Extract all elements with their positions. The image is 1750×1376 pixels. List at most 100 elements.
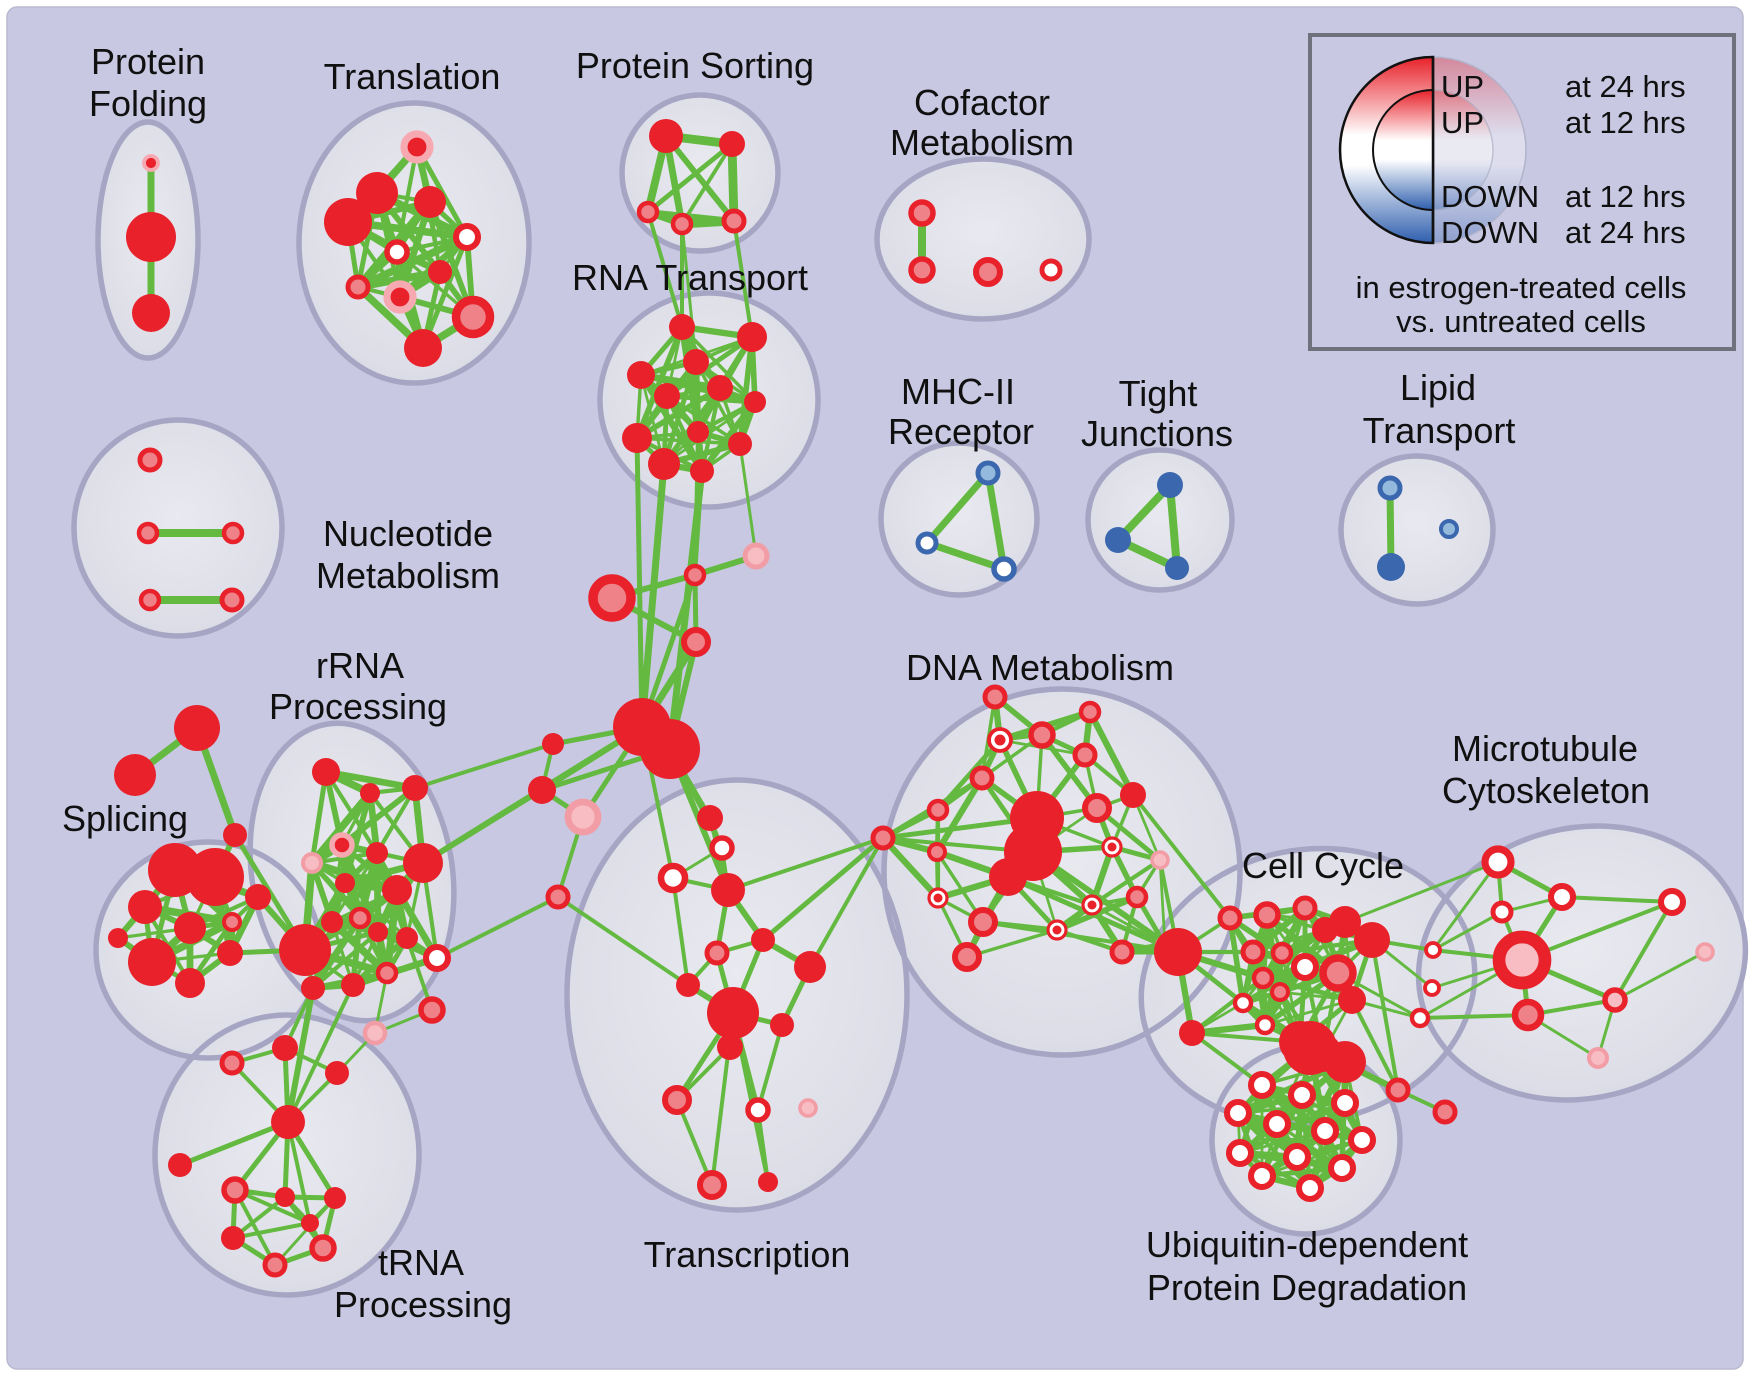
gene-node xyxy=(927,842,947,862)
gene-node xyxy=(272,1035,298,1061)
gene-node xyxy=(222,912,242,932)
edge xyxy=(646,210,684,329)
gene-node xyxy=(1247,1070,1277,1100)
gene-node xyxy=(636,200,660,224)
gene-node xyxy=(1150,850,1170,870)
gene-node-core-dot xyxy=(1052,925,1062,935)
network-nodes xyxy=(108,119,1715,1278)
gene-node xyxy=(1072,742,1098,768)
edge xyxy=(1030,849,1181,955)
gene-node xyxy=(451,295,495,339)
gene-node xyxy=(375,961,399,985)
gene-node xyxy=(174,705,220,751)
gene-node xyxy=(1225,1138,1255,1168)
gene-node xyxy=(751,928,775,952)
cluster-shell-outline xyxy=(1085,447,1235,593)
gene-node xyxy=(383,280,417,314)
gene-node xyxy=(1109,939,1135,965)
gene-node xyxy=(1657,887,1687,917)
gene-node xyxy=(384,239,410,265)
gene-node xyxy=(1179,1020,1205,1046)
gene-node xyxy=(402,775,428,801)
gene-node xyxy=(627,361,655,389)
edge xyxy=(675,1098,714,1187)
cluster-label: Nucleotide xyxy=(323,513,493,554)
gene-node xyxy=(742,542,770,570)
edge xyxy=(638,460,668,731)
gene-node xyxy=(1602,987,1628,1013)
edge xyxy=(965,928,1059,959)
gene-node xyxy=(221,1226,245,1250)
edge xyxy=(373,849,382,936)
edge xyxy=(638,372,758,405)
gene-node xyxy=(1247,1161,1277,1191)
gene-node xyxy=(174,912,206,944)
gene-node xyxy=(657,862,689,894)
legend: UP at 24 hrs UP at 12 hrs DOWN at 12 hrs… xyxy=(1308,33,1736,351)
gene-node xyxy=(356,172,398,214)
gene-node xyxy=(300,851,324,875)
gene-node xyxy=(321,911,343,933)
gene-node xyxy=(528,776,556,804)
edge xyxy=(285,985,316,1125)
gene-node xyxy=(794,951,826,983)
gene-node xyxy=(1324,1041,1366,1083)
edge xyxy=(231,1221,312,1240)
gene-node xyxy=(1223,1098,1253,1128)
legend-up-24-time: at 24 hrs xyxy=(1565,69,1686,104)
gene-node xyxy=(301,1214,319,1232)
cluster-shell-outline xyxy=(71,417,285,639)
edge xyxy=(309,769,329,866)
gene-node xyxy=(368,922,388,942)
gene-node xyxy=(545,884,571,910)
edge xyxy=(309,914,364,992)
gene-node xyxy=(1283,1021,1337,1075)
cluster-label: Splicing xyxy=(62,798,188,839)
cluster-shell xyxy=(881,443,1037,595)
gene-node xyxy=(670,212,694,236)
gene-node xyxy=(640,719,700,779)
gene-node xyxy=(217,940,243,966)
gene-node xyxy=(683,349,709,375)
cluster-label: Metabolism xyxy=(316,555,500,596)
gene-node xyxy=(1251,966,1275,990)
gene-node xyxy=(1290,952,1320,982)
gene-node xyxy=(138,588,162,612)
legend-up-12-direction: UP xyxy=(1441,105,1484,140)
legend-up-24-direction: UP xyxy=(1441,69,1484,104)
cluster-label: Receptor xyxy=(888,411,1034,452)
gene-node xyxy=(737,322,767,352)
gene-node xyxy=(707,375,733,401)
cluster-shell xyxy=(74,420,282,636)
edge xyxy=(177,1119,291,1168)
gene-node xyxy=(1287,1080,1317,1110)
gene-node xyxy=(908,256,936,284)
gene-node xyxy=(707,987,759,1039)
gene-node xyxy=(1154,928,1202,976)
cluster-label: Metabolism xyxy=(890,122,1074,163)
gene-node xyxy=(422,943,452,973)
edge xyxy=(1227,915,1246,1006)
gene-node xyxy=(301,976,325,1000)
edge xyxy=(737,334,755,447)
gene-node xyxy=(1282,1142,1312,1172)
gene-node xyxy=(1511,998,1545,1032)
gene-node xyxy=(982,684,1008,710)
gene-node xyxy=(564,798,602,836)
gene-node xyxy=(648,448,680,480)
legend-inner-right-half xyxy=(1432,89,1494,211)
gene-node xyxy=(744,391,766,413)
edge xyxy=(1350,998,1400,1092)
edge xyxy=(1190,1031,1264,1087)
gene-node-core-dot xyxy=(1087,900,1097,910)
cluster-shell-outline xyxy=(296,100,532,386)
gene-node xyxy=(362,1020,388,1046)
legend-caption-line1: in estrogen-treated cells xyxy=(1356,270,1687,305)
edge xyxy=(1613,900,1674,1002)
edge xyxy=(1260,975,1355,1003)
legend-down-24-direction: DOWN xyxy=(1441,215,1539,250)
gene-node xyxy=(1078,700,1102,724)
cluster-label: Cofactor xyxy=(914,82,1050,123)
gene-node xyxy=(542,733,564,755)
